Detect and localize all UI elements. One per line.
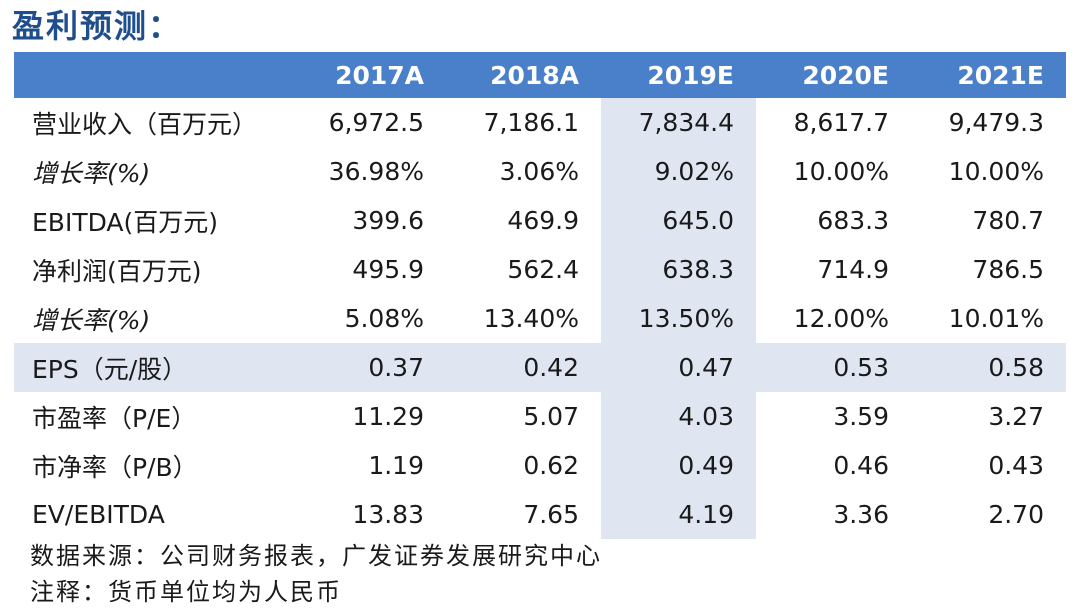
table-row: 增长率(%) 36.98% 3.06% 9.02% 10.00% 10.00%	[14, 147, 1066, 196]
table-cell: 12.00%	[793, 304, 889, 333]
table-cell: 9,479.3	[948, 108, 1044, 137]
row-label: 净利润(百万元)	[32, 256, 202, 286]
column-header-2019e: 2019E	[601, 52, 756, 98]
table-header-row: 2017A 2018A 2019E 2020E 2021E	[14, 52, 1066, 98]
table-cell: 13.83	[352, 500, 424, 529]
table-row: 市盈率（P/E） 11.29 5.07 4.03 3.59 3.27	[14, 392, 1066, 441]
table-cell: 3.27	[988, 402, 1044, 431]
row-label: 增长率(%)	[32, 158, 151, 188]
table-cell: 0.53	[833, 353, 889, 382]
data-source-note: 数据来源：公司财务报表，广发证券发展研究中心	[30, 542, 602, 570]
table-cell: 683.3	[817, 206, 889, 235]
header-label-cell	[14, 52, 289, 98]
table-cell: 638.3	[601, 245, 756, 294]
table-cell: 645.0	[601, 196, 756, 245]
table-cell: 780.7	[972, 206, 1044, 235]
table-cell: 495.9	[352, 255, 424, 284]
currency-note: 注释：货币单位均为人民币	[30, 578, 342, 606]
table-cell: 0.58	[988, 353, 1044, 382]
row-label: 营业收入（百万元）	[32, 109, 258, 139]
row-label: 市净率（P/B）	[32, 452, 198, 482]
table-cell: 714.9	[817, 255, 889, 284]
table-cell: 3.59	[833, 402, 889, 431]
table-cell: 0.49	[601, 441, 756, 490]
table-cell: 6,972.5	[328, 108, 424, 137]
table-cell: 8,617.7	[793, 108, 889, 137]
row-label: EPS（元/股）	[32, 354, 188, 384]
column-header-2021e: 2021E	[957, 60, 1044, 90]
row-label: 增长率(%)	[32, 305, 151, 335]
table-cell: 7,186.1	[483, 108, 579, 137]
column-header-2020e: 2020E	[802, 60, 889, 90]
table-row: 营业收入（百万元） 6,972.5 7,186.1 7,834.4 8,617.…	[14, 98, 1066, 147]
table-cell: 11.29	[352, 402, 424, 431]
table-cell: 0.43	[988, 451, 1044, 480]
page-title: 盈利预测：	[12, 7, 183, 45]
column-header-2018a: 2018A	[490, 60, 579, 90]
table-cell: 36.98%	[328, 157, 424, 186]
footnotes: 数据来源：公司财务报表，广发证券发展研究中心 注释：货币单位均为人民币	[30, 538, 602, 610]
table-cell: 9.02%	[601, 147, 756, 196]
table-row: 增长率(%) 5.08% 13.40% 13.50% 12.00% 10.01%	[14, 294, 1066, 343]
table-cell: 0.37	[368, 353, 424, 382]
row-label: 市盈率（P/E）	[32, 403, 197, 433]
table-cell: 399.6	[352, 206, 424, 235]
table-row: EPS（元/股） 0.37 0.42 0.47 0.53 0.58	[14, 343, 1066, 392]
table-cell: 562.4	[507, 255, 579, 284]
forecast-table: 2017A 2018A 2019E 2020E 2021E 营业收入（百万元） …	[14, 52, 1066, 539]
table-cell: 0.62	[523, 451, 579, 480]
table-cell: 3.36	[833, 500, 889, 529]
table-cell: 7.65	[523, 500, 579, 529]
table-cell: 0.47	[601, 343, 756, 392]
table-cell: 786.5	[972, 255, 1044, 284]
table-cell: 13.40%	[483, 304, 579, 333]
table-row: EV/EBITDA 13.83 7.65 4.19 3.36 2.70	[14, 490, 1066, 539]
table-cell: 0.42	[523, 353, 579, 382]
table-cell: 5.08%	[344, 304, 424, 333]
table-row: 市净率（P/B） 1.19 0.62 0.49 0.46 0.43	[14, 441, 1066, 490]
table-cell: 3.06%	[499, 157, 579, 186]
table-row: 净利润(百万元) 495.9 562.4 638.3 714.9 786.5	[14, 245, 1066, 294]
table-cell: 4.19	[601, 490, 756, 539]
table-cell: 10.01%	[948, 304, 1044, 333]
table-cell: 7,834.4	[601, 98, 756, 147]
table-cell: 4.03	[601, 392, 756, 441]
table-cell: 1.19	[368, 451, 424, 480]
table-cell: 2.70	[988, 500, 1044, 529]
table-row: EBITDA(百万元) 399.6 469.9 645.0 683.3 780.…	[14, 196, 1066, 245]
row-label: EV/EBITDA	[32, 500, 165, 529]
table-cell: 5.07	[523, 402, 579, 431]
table-cell: 0.46	[833, 451, 889, 480]
row-label: EBITDA(百万元)	[32, 207, 219, 237]
table-cell: 10.00%	[948, 157, 1044, 186]
table-cell: 10.00%	[793, 157, 889, 186]
column-header-2017a: 2017A	[335, 60, 424, 90]
table-cell: 469.9	[507, 206, 579, 235]
table-cell: 13.50%	[601, 294, 756, 343]
